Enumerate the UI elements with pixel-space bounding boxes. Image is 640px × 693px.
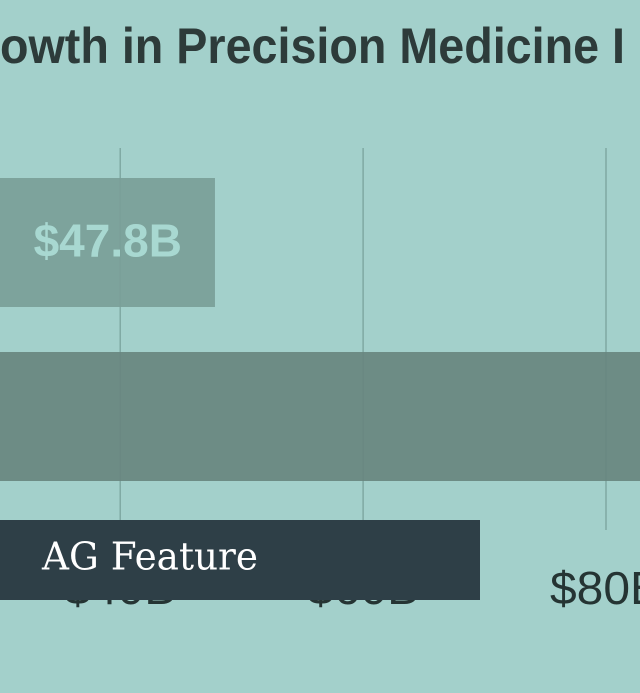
badge-background xyxy=(0,520,480,600)
badge-label: AG Feature xyxy=(41,535,258,579)
bar xyxy=(0,178,215,307)
chart-title: owth in Precision Medicine I xyxy=(0,18,625,74)
value-label: $47.8B xyxy=(34,215,182,267)
bar xyxy=(0,352,640,481)
x-tick-label: $80B xyxy=(550,562,640,614)
